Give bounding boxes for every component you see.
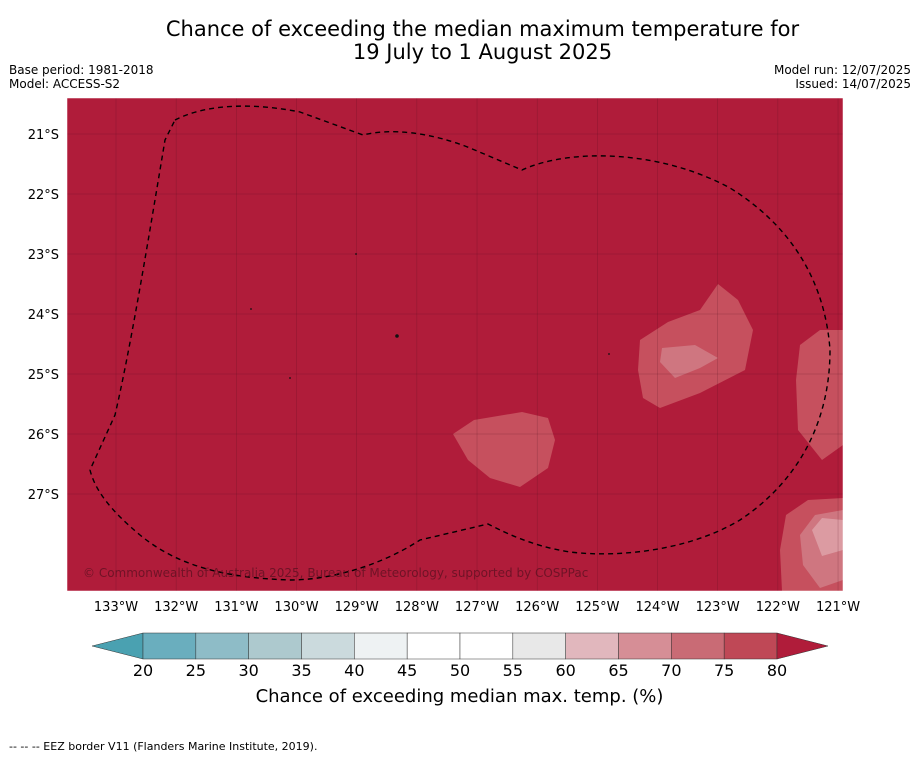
colorbar-box — [354, 632, 408, 660]
eez-boundary — [89, 105, 831, 581]
colorbar-tick-label: 65 — [608, 661, 628, 680]
island — [395, 334, 399, 338]
copyright-text: © Commonwealth of Australia 2025, Bureau… — [83, 566, 588, 580]
eez-footnote: -- -- -- EEZ border V11 (Flanders Marine… — [9, 740, 318, 753]
latitude-label: 24°S — [28, 308, 59, 323]
meta-left: Base period: 1981-2018 Model: ACCESS-S2 — [9, 63, 154, 91]
issued-date: Issued: 14/07/2025 — [795, 77, 911, 91]
longitude-label: 129°W — [335, 600, 379, 615]
meta-right: Model run: 12/07/2025 Issued: 14/07/2025 — [774, 63, 911, 91]
colorbar-box — [142, 632, 197, 660]
colorbar-box — [301, 632, 355, 660]
anomaly-patches — [453, 284, 843, 591]
colorbar-tick-label: 30 — [238, 661, 258, 680]
colorbar-tick-label: 45 — [397, 661, 417, 680]
colorbar-box — [671, 632, 725, 660]
colorbar: 20 25 30 35 40 45 50 55 60 65 70 75 80 — [91, 632, 829, 680]
longitude-label: 127°W — [455, 600, 499, 615]
island — [355, 253, 357, 255]
longitude-label: 126°W — [515, 600, 559, 615]
longitude-labels: 133°W 132°W 131°W 130°W 129°W 128°W 127°W 126°W… — [94, 600, 860, 615]
latitude-label: 27°S — [28, 488, 59, 503]
colorbar-tick-label: 35 — [291, 661, 311, 680]
colorbar-box — [248, 632, 302, 660]
longitude-label: 122°W — [756, 600, 800, 615]
longitude-label: 130°W — [274, 600, 318, 615]
colorbar-over-arrow — [776, 632, 829, 660]
latitude-label: 23°S — [28, 248, 59, 263]
colorbar-tick-label: 80 — [767, 661, 787, 680]
colorbar-tick-label: 70 — [661, 661, 681, 680]
latitude-label: 22°S — [28, 188, 59, 203]
model-name: Model: ACCESS-S2 — [9, 77, 121, 91]
colorbar-boxes — [142, 632, 778, 660]
latitude-label: 21°S — [28, 128, 59, 143]
longitude-label: 132°W — [154, 600, 198, 615]
title-line-2: 19 July to 1 August 2025 — [352, 40, 613, 64]
colorbar-box — [406, 632, 461, 660]
colorbar-box — [195, 632, 249, 660]
longitude-label: 124°W — [635, 600, 679, 615]
colorbar-under-arrow — [91, 632, 144, 660]
latitude-label: 25°S — [28, 368, 59, 383]
colorbar-box — [618, 632, 672, 660]
longitude-label: 131°W — [214, 600, 258, 615]
title-line-1: Chance of exceeding the median maximum t… — [165, 17, 800, 41]
colorbar-box — [565, 632, 619, 660]
patch-75-edge — [796, 330, 843, 460]
patch-75-center — [453, 412, 555, 487]
longitude-label: 121°W — [816, 600, 860, 615]
model-run: Model run: 12/07/2025 — [773, 63, 911, 77]
island — [608, 353, 610, 355]
colorbar-tick-label: 40 — [344, 661, 364, 680]
colorbar-tick-label: 20 — [133, 661, 153, 680]
graticule — [67, 98, 843, 591]
island — [289, 377, 291, 379]
colorbar-box — [723, 632, 778, 660]
longitude-label: 133°W — [94, 600, 138, 615]
longitude-label: 128°W — [395, 600, 439, 615]
islands — [250, 253, 610, 379]
colorbar-tick-label: 50 — [450, 661, 470, 680]
longitude-label: 123°W — [696, 600, 740, 615]
colorbar-tick-label: 25 — [186, 661, 206, 680]
latitude-labels: 21°S 22°S 23°S 24°S 25°S 26°S 27°S — [28, 128, 59, 503]
colorbar-tick-label: 60 — [555, 661, 575, 680]
latitude-label: 26°S — [28, 428, 59, 443]
chart-title: Chance of exceeding the median maximum t… — [0, 18, 919, 64]
colorbar-box — [459, 632, 514, 660]
colorbar-tick-label: 55 — [503, 661, 523, 680]
colorbar-tick-label: 75 — [714, 661, 734, 680]
patch-70-east — [660, 345, 718, 378]
patch-65-southeast — [812, 518, 843, 556]
colorbar-box — [512, 632, 566, 660]
colorbar-label: Chance of exceeding median max. temp. (%… — [255, 686, 664, 707]
base-period: Base period: 1981-2018 — [9, 63, 154, 77]
longitude-label: 125°W — [575, 600, 619, 615]
map-frame — [66, 97, 844, 592]
island — [250, 308, 252, 310]
colorbar-ticks: 20 25 30 35 40 45 50 55 60 65 70 75 80 — [133, 661, 787, 680]
